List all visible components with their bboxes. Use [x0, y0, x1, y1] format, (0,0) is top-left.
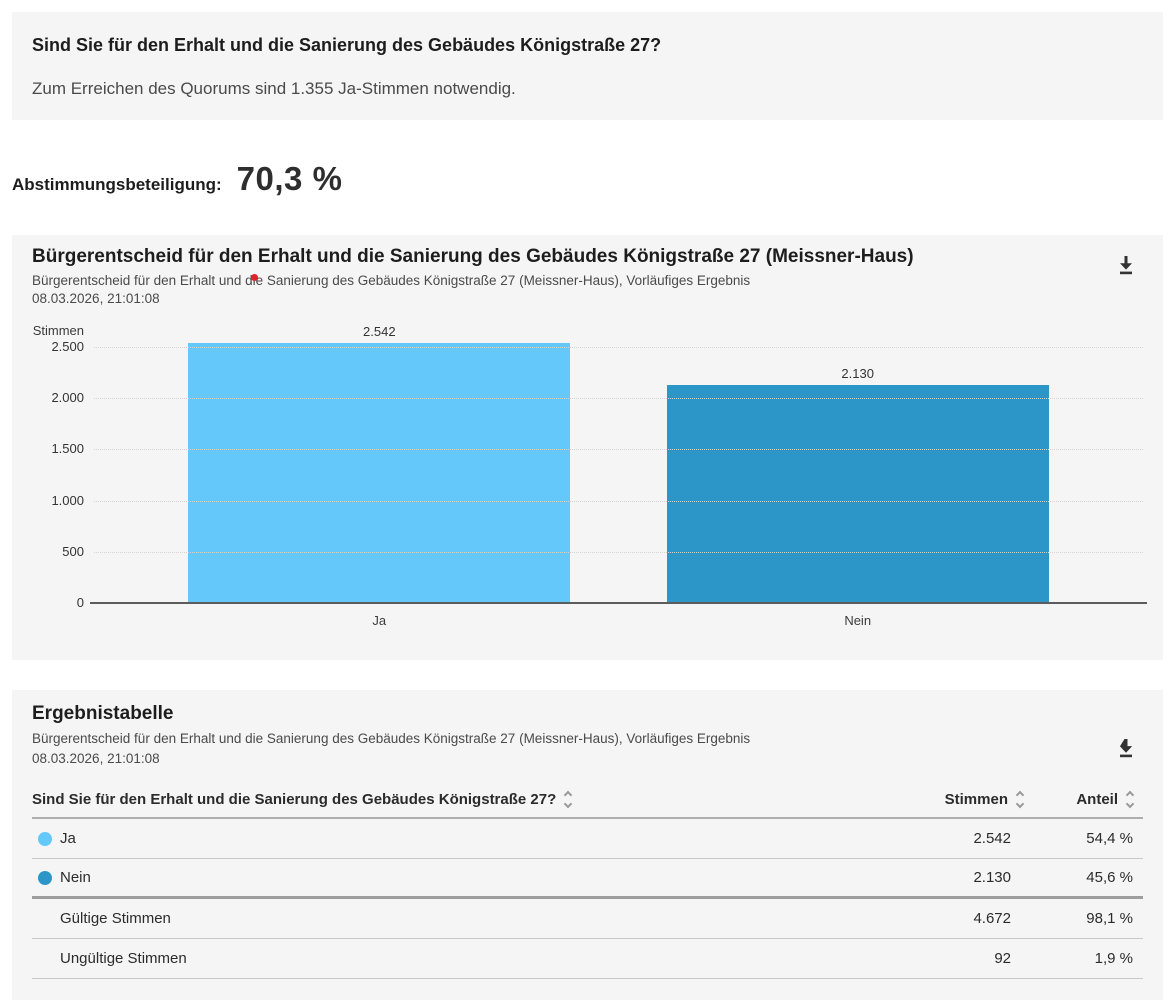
- gridline: [94, 347, 1143, 348]
- column-header-anteil-label: Anteil: [1076, 791, 1118, 808]
- bar-value-label: 2.130: [841, 365, 874, 381]
- gridline: [94, 551, 1143, 553]
- row-label-cell: Nein: [32, 869, 873, 886]
- question-box: Sind Sie für den Erhalt und die Sanierun…: [12, 12, 1163, 120]
- legend-dot: [38, 831, 52, 846]
- row-label: Gültige Stimmen: [60, 910, 171, 927]
- bar-column: 2.130: [666, 365, 1049, 603]
- gridline: [94, 449, 1143, 451]
- column-header-stimmen-label: Stimmen: [944, 791, 1008, 808]
- table-timestamp: 08.03.2026, 21:01:08: [32, 751, 160, 766]
- table-row: Nein 2.130 45,6 %: [32, 859, 1143, 899]
- result-table-card: Ergebnistabelle Bürgerentscheid für den …: [12, 690, 1163, 1000]
- row-anteil-value: 1,9 %: [1094, 950, 1133, 967]
- row-label: Ungültige Stimmen: [60, 950, 187, 967]
- quorum-note: Zum Erreichen des Quorums sind 1.355 Ja-…: [32, 79, 516, 98]
- table-row: Gültige Stimmen 4.672 98,1 %: [32, 899, 1143, 939]
- chart-card: Bürgerentscheid für den Erhalt und die S…: [12, 235, 1163, 660]
- legend-dot-spacer: [38, 952, 52, 966]
- y-tick-label: 0: [76, 595, 84, 610]
- y-axis-title: Stimmen: [32, 323, 84, 338]
- chart-title: Bürgerentscheid für den Erhalt und die S…: [32, 246, 914, 267]
- chart-download-button[interactable]: [1113, 253, 1139, 279]
- x-axis-line: [90, 602, 1147, 604]
- participation: Abstimmungsbeteiligung: 70,3 %: [12, 160, 342, 198]
- table-download-button[interactable]: [1113, 736, 1139, 762]
- chart-plot: 2.542 2.130: [92, 324, 1145, 603]
- chart-timestamp: 08.03.2026, 21:01:08: [32, 291, 160, 306]
- gridline: [94, 398, 1143, 400]
- y-tick-label: 2.000: [51, 390, 84, 406]
- column-header-stimmen[interactable]: Stimmen: [873, 790, 1025, 809]
- bar-ja[interactable]: [188, 342, 571, 603]
- table-subtitle: Bürgerentscheid für den Erhalt und die S…: [32, 729, 1143, 769]
- row-label-cell: Gültige Stimmen: [32, 910, 873, 927]
- chart-subtitle: Bürgerentscheid für den Erhalt und die S…: [32, 272, 750, 308]
- legend-dot-spacer: [38, 912, 52, 926]
- table-row: Ja 2.542 54,4 %: [32, 819, 1143, 859]
- sort-icon[interactable]: [564, 790, 573, 809]
- table-title: Ergebnistabelle: [32, 703, 174, 724]
- download-icon: [1114, 253, 1138, 280]
- column-header-question[interactable]: Sind Sie für den Erhalt und die Sanierun…: [32, 790, 873, 809]
- row-anteil-value: 54,4 %: [1086, 830, 1133, 847]
- gridline: [94, 500, 1143, 502]
- row-label-cell: Ungültige Stimmen: [32, 950, 873, 967]
- table-body: Ja 2.542 54,4 % Nein 2.130 45,6 % Gültige Stim…: [32, 819, 1143, 979]
- table-subtitle-line1: Bürgerentscheid für den Erhalt und die S…: [32, 731, 751, 746]
- question-title: Sind Sie für den Erhalt und die Sanierun…: [32, 35, 662, 55]
- row-anteil-value: 45,6 %: [1086, 869, 1133, 886]
- bar-value-label: 2.542: [363, 323, 396, 339]
- download-icon: [1114, 736, 1138, 763]
- chart-columns: 2.542 2.130: [92, 324, 1145, 603]
- row-label: Nein: [60, 869, 91, 886]
- y-tick-label: 2.500: [51, 339, 84, 354]
- participation-value: 70,3 %: [236, 160, 343, 197]
- table-header-row: Sind Sie für den Erhalt und die Sanierun…: [32, 782, 1143, 819]
- row-stimmen-value: 4.672: [973, 910, 1011, 927]
- row-anteil-value: 98,1 %: [1086, 910, 1133, 927]
- row-label: Ja: [60, 830, 76, 847]
- row-stimmen-value: 92: [994, 950, 1011, 967]
- y-tick-label: 1.500: [51, 441, 84, 457]
- chart-subtitle-line1: Bürgerentscheid für den Erhalt und die S…: [32, 273, 751, 288]
- y-tick-label: 500: [62, 543, 84, 559]
- x-axis-label: Ja: [372, 613, 387, 628]
- column-header-question-label: Sind Sie für den Erhalt und die Sanierun…: [32, 791, 557, 808]
- column-header-anteil[interactable]: Anteil: [1023, 790, 1135, 809]
- x-axis-label: Nein: [844, 613, 872, 628]
- red-marker-dot: [251, 274, 258, 281]
- row-stimmen-value: 2.130: [973, 869, 1011, 886]
- legend-dot: [38, 870, 52, 885]
- y-tick-label: 1.000: [51, 492, 84, 508]
- row-stimmen-value: 2.542: [973, 830, 1011, 847]
- table-row: Ungültige Stimmen 92 1,9 %: [32, 939, 1143, 979]
- participation-label: Abstimmungsbeteiligung:: [12, 175, 222, 194]
- bar-nein[interactable]: [666, 384, 1049, 603]
- bar-column: 2.542: [188, 323, 571, 603]
- row-label-cell: Ja: [32, 830, 873, 847]
- sort-icon[interactable]: [1125, 790, 1135, 809]
- x-axis-labels: Ja Nein: [92, 613, 1145, 628]
